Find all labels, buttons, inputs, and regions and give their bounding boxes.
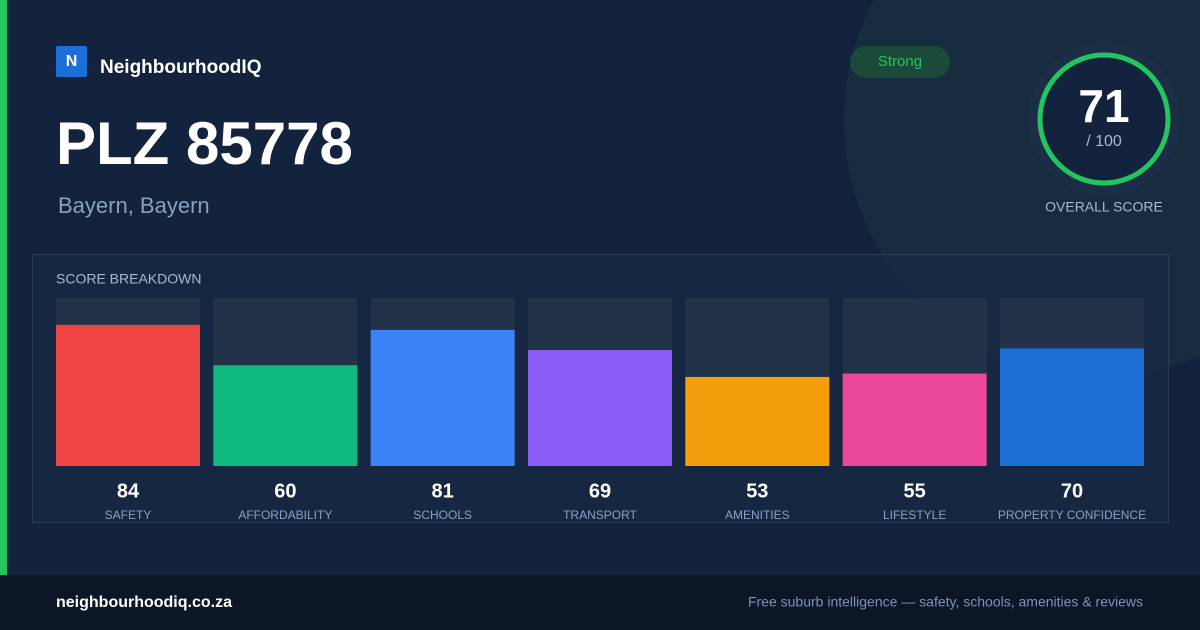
bar [999,348,1144,466]
bar-label: AFFORDABILITY [238,508,332,522]
overall-label: OVERALL SCORE [1045,199,1163,215]
logo-box [56,46,87,77]
subtitle: Bayern, Bayern [58,193,210,218]
bar [842,373,987,466]
badge-text: Strong [878,53,922,70]
logo-letter: N [66,53,78,70]
title: PLZ 85778 [56,110,353,177]
bar-value: 84 [117,480,140,502]
bars: 84 SAFETY 60 AFFORDABILITY 81 SCHOOLS 69 TRANSP… [56,298,1146,522]
badge [850,46,950,78]
breakdown-title: SCORE BREAKDOWN [56,271,201,287]
bar-label: LIFESTYLE [883,508,946,522]
bar [213,365,358,466]
footer-site: neighbourhoodiq.co.za [56,594,232,611]
overall-max: / 100 [1086,133,1122,150]
footer [0,575,1200,630]
bar [527,350,672,466]
bar [685,376,830,466]
bar [56,324,200,466]
bar-value: 55 [904,480,926,502]
bar-value: 81 [432,480,454,502]
bar-label: AMENITIES [725,508,790,522]
bar-value: 70 [1061,480,1083,502]
bar-label: SAFETY [105,508,152,522]
bar-label: SCHOOLS [413,508,472,522]
bar-value: 53 [746,480,768,502]
brand-name: NeighbourhoodIQ [100,57,261,78]
bar-value: 60 [274,480,296,502]
overall-score: 71 [1078,80,1129,132]
bar-label: PROPERTY CONFIDENCE [998,508,1146,522]
score-ring [1037,52,1171,186]
bar-label: TRANSPORT [563,508,637,522]
footer-tagline: Free suburb intelligence — safety, schoo… [748,594,1143,610]
bar-value: 69 [589,480,611,502]
bar [370,329,515,466]
accent-stripe [0,0,7,575]
